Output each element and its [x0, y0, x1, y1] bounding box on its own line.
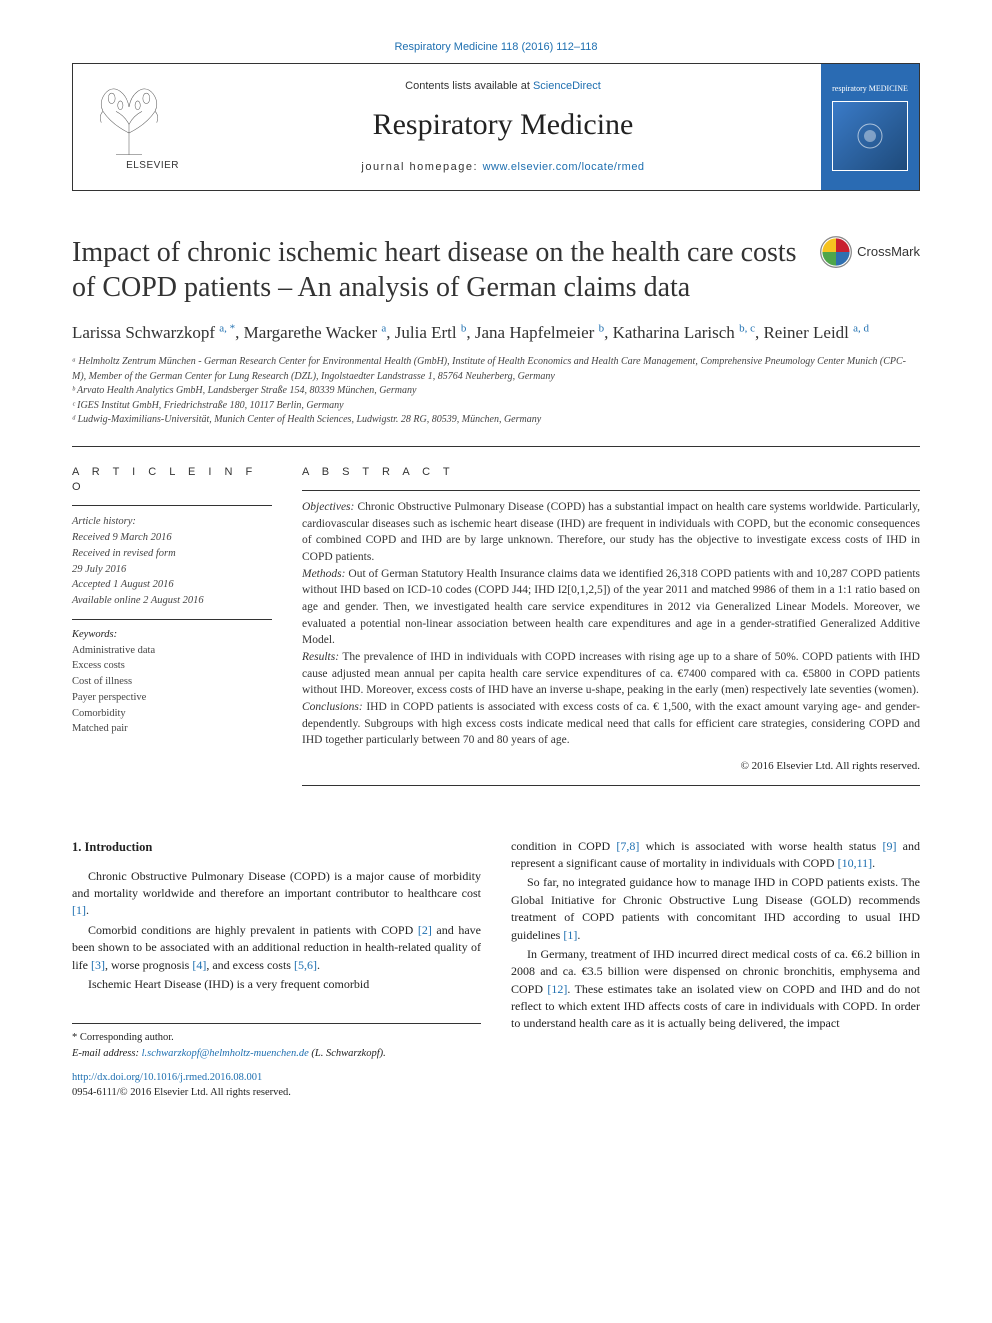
conclusions-text: IHD in COPD patients is associated with … — [302, 701, 920, 746]
affiliation: ᶜ IGES Institut GmbH, Friedrichstraße 18… — [72, 399, 920, 414]
affiliation: ᵃ Helmholtz Zentrum München - German Res… — [72, 355, 920, 384]
article-history: Article history: Received 9 March 2016Re… — [72, 514, 272, 609]
ref-link[interactable]: [4] — [192, 958, 206, 972]
elsevier-tree-icon — [79, 81, 179, 159]
keyword: Comorbidity — [72, 706, 272, 722]
intro-p5b: . — [577, 928, 580, 942]
results-text: The prevalence of IHD in individuals wit… — [302, 651, 920, 696]
homepage-link[interactable]: www.elsevier.com/locate/rmed — [483, 161, 645, 173]
cover-image — [832, 101, 908, 172]
intro-p2d: , and excess costs — [206, 958, 294, 972]
objectives-label: Objectives: — [302, 501, 354, 513]
ref-link[interactable]: [10,11] — [838, 856, 873, 870]
abstract-copyright: © 2016 Elsevier Ltd. All rights reserved… — [302, 759, 920, 774]
crossmark-badge[interactable]: CrossMark — [819, 235, 920, 269]
section-heading: 1. Introduction — [72, 838, 481, 856]
crossmark-icon — [819, 235, 853, 269]
cover-title: respiratory MEDICINE — [832, 83, 908, 94]
intro-p1a: Chronic Obstructive Pulmonary Disease (C… — [72, 869, 481, 900]
email-link[interactable]: l.schwarzkopf@helmholtz-muenchen.de — [142, 1048, 309, 1059]
divider — [72, 619, 272, 620]
corresponding-author: * Corresponding author. — [72, 1030, 481, 1045]
keywords-list: Administrative dataExcess costsCost of i… — [72, 643, 272, 738]
publisher-name: ELSEVIER — [126, 159, 179, 173]
abstract-heading: A B S T R A C T — [302, 465, 920, 480]
history-line: Accepted 1 August 2016 — [72, 577, 272, 593]
doi-block: http://dx.doi.org/10.1016/j.rmed.2016.08… — [72, 1071, 920, 1100]
keyword: Administrative data — [72, 643, 272, 659]
homepage-label: journal homepage: — [361, 161, 482, 173]
divider — [72, 505, 272, 506]
ref-link[interactable]: [12] — [547, 982, 567, 996]
keyword: Excess costs — [72, 658, 272, 674]
doi-link[interactable]: http://dx.doi.org/10.1016/j.rmed.2016.08… — [72, 1072, 262, 1083]
abstract-body: Objectives: Chronic Obstructive Pulmonar… — [302, 499, 920, 749]
ref-link[interactable]: [5,6] — [294, 958, 317, 972]
affiliation: ᵈ Ludwig-Maximilians-Universität, Munich… — [72, 413, 920, 428]
affiliation: ᵇ Arvato Health Analytics GmbH, Landsber… — [72, 384, 920, 399]
journal-homepage: journal homepage: www.elsevier.com/locat… — [195, 160, 811, 175]
author-list: Larissa Schwarzkopf a, *, Margarethe Wac… — [72, 321, 920, 345]
methods-label: Methods: — [302, 568, 345, 580]
contents-line: Contents lists available at ScienceDirec… — [195, 79, 811, 94]
publisher-logo[interactable]: ELSEVIER — [73, 64, 185, 190]
history-line: 29 July 2016 — [72, 562, 272, 578]
history-line: Received 9 March 2016 — [72, 530, 272, 546]
methods-text: Out of German Statutory Health Insurance… — [302, 568, 920, 647]
intro-p4b: which is associated with worse health st… — [639, 839, 882, 853]
intro-p2e: . — [317, 958, 320, 972]
history-line: Available online 2 August 2016 — [72, 593, 272, 609]
intro-p4a: condition in COPD — [511, 839, 616, 853]
intro-p6b: . These estimates take an isolated view … — [511, 982, 920, 1031]
contents-prefix: Contents lists available at — [405, 80, 533, 92]
intro-p1b: . — [86, 903, 89, 917]
masthead: ELSEVIER Contents lists available at Sci… — [72, 63, 920, 191]
divider — [72, 446, 920, 447]
footnotes: * Corresponding author. E-mail address: … — [72, 1023, 481, 1060]
divider — [302, 785, 920, 786]
ref-link[interactable]: [2] — [418, 923, 432, 937]
body-column-left: 1. Introduction Chronic Obstructive Pulm… — [72, 838, 481, 1061]
crossmark-label: CrossMark — [857, 243, 920, 261]
conclusions-label: Conclusions: — [302, 701, 363, 713]
issn-copyright: 0954-6111/© 2016 Elsevier Ltd. All right… — [72, 1087, 291, 1098]
keywords-label: Keywords: — [72, 628, 272, 643]
affiliations: ᵃ Helmholtz Zentrum München - German Res… — [72, 355, 920, 428]
email-label: E-mail address: — [72, 1048, 142, 1059]
history-line: Received in revised form — [72, 546, 272, 562]
ref-link[interactable]: [1] — [72, 903, 86, 917]
ref-link[interactable]: [1] — [563, 928, 577, 942]
ref-link[interactable]: [9] — [882, 839, 896, 853]
keyword: Payer perspective — [72, 690, 272, 706]
intro-p4d: . — [872, 856, 875, 870]
article-title: Impact of chronic ischemic heart disease… — [72, 235, 803, 305]
article-info-heading: A R T I C L E I N F O — [72, 465, 272, 496]
journal-name: Respiratory Medicine — [195, 104, 811, 146]
intro-p2c: , worse prognosis — [105, 958, 192, 972]
body-column-right: condition in COPD [7,8] which is associa… — [511, 838, 920, 1061]
citation-link[interactable]: Respiratory Medicine 118 (2016) 112–118 — [72, 40, 920, 55]
journal-cover[interactable]: respiratory MEDICINE — [821, 64, 919, 190]
keyword: Matched pair — [72, 721, 272, 737]
objectives-text: Chronic Obstructive Pulmonary Disease (C… — [302, 501, 920, 563]
intro-p2a: Comorbid conditions are highly prevalent… — [88, 923, 418, 937]
history-label: Article history: — [72, 514, 272, 530]
email-suffix: (L. Schwarzkopf). — [309, 1048, 386, 1059]
divider — [302, 490, 920, 491]
ref-link[interactable]: [7,8] — [616, 839, 639, 853]
results-label: Results: — [302, 651, 339, 663]
keyword: Cost of illness — [72, 674, 272, 690]
ref-link[interactable]: [3] — [91, 958, 105, 972]
sciencedirect-link[interactable]: ScienceDirect — [533, 80, 601, 92]
masthead-center: Contents lists available at ScienceDirec… — [185, 64, 821, 190]
intro-p3: Ischemic Heart Disease (IHD) is a very f… — [88, 977, 369, 991]
